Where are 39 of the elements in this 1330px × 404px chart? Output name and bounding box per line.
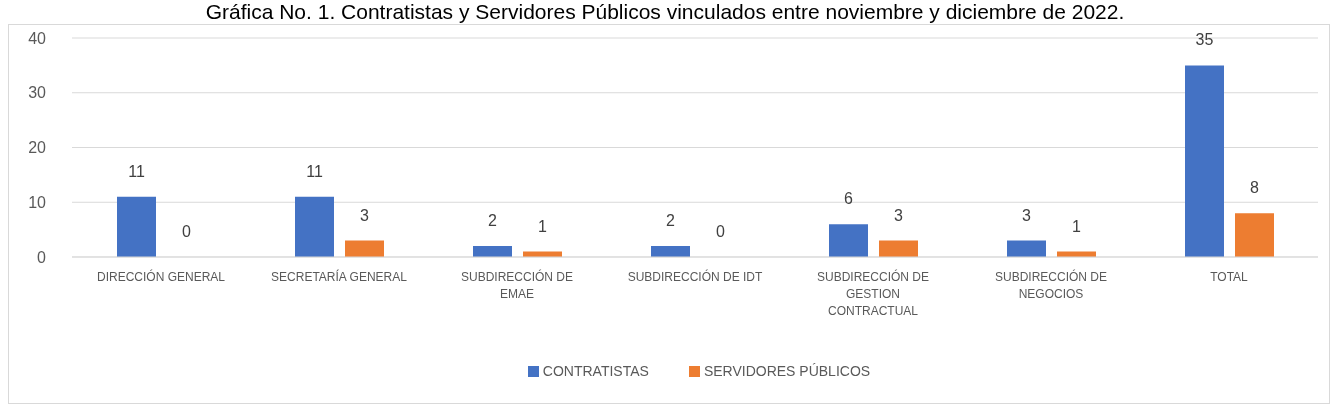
bar: [829, 224, 868, 257]
x-tick-label: SUBDIRECCIÓN DE NEGOCIOS: [994, 269, 1108, 301]
legend-label: SERVIDORES PÚBLICOS: [703, 363, 871, 379]
y-tick-label: 20: [28, 139, 47, 157]
data-label: 2: [666, 212, 676, 230]
data-label: 11: [128, 162, 145, 180]
data-label: 1: [538, 217, 548, 235]
data-label: 35: [1195, 31, 1214, 49]
data-label: 3: [1022, 206, 1032, 224]
data-label: 3: [360, 206, 370, 224]
data-label: 0: [716, 222, 726, 240]
data-label: 6: [844, 190, 854, 208]
bar: [1007, 240, 1046, 257]
y-tick-label: 10: [28, 193, 47, 211]
y-tick-label: 40: [28, 29, 47, 47]
x-tick-label: SUBDIRECCIÓN DE IDT: [627, 269, 763, 284]
data-label: 0: [182, 222, 192, 240]
data-label: 11: [306, 162, 323, 180]
data-label: 3: [894, 206, 904, 224]
x-tick-label: SUBDIRECCIÓN DE GESTION CONTRACTUAL: [816, 269, 930, 318]
chart-title: Gráfica No. 1. Contratistas y Servidores Públicos vinculados entre noviembre y diciembre de 2022.: [204, 0, 1126, 24]
x-tick-label: DIRECCIÓN GENERAL: [96, 269, 226, 284]
y-tick-label: 0: [37, 248, 47, 266]
bar: [1185, 65, 1224, 257]
bar: [473, 246, 512, 257]
x-tick-label: SECRETARÍA GENERAL: [271, 269, 408, 284]
data-label: 8: [1250, 179, 1260, 197]
data-label: 1: [1072, 217, 1082, 235]
bar: [879, 240, 918, 257]
bar: [345, 240, 384, 257]
data-label: 2: [488, 212, 498, 230]
bar: [295, 196, 334, 257]
bar: [117, 196, 156, 257]
y-tick-label: 30: [28, 84, 47, 102]
bar: [1235, 213, 1274, 257]
legend-label: CONTRATISTAS: [542, 363, 649, 379]
x-tick-label: TOTAL: [1210, 270, 1249, 284]
bar: [651, 246, 690, 257]
x-tick-label: SUBDIRECCIÓN DE EMAE: [460, 269, 574, 301]
